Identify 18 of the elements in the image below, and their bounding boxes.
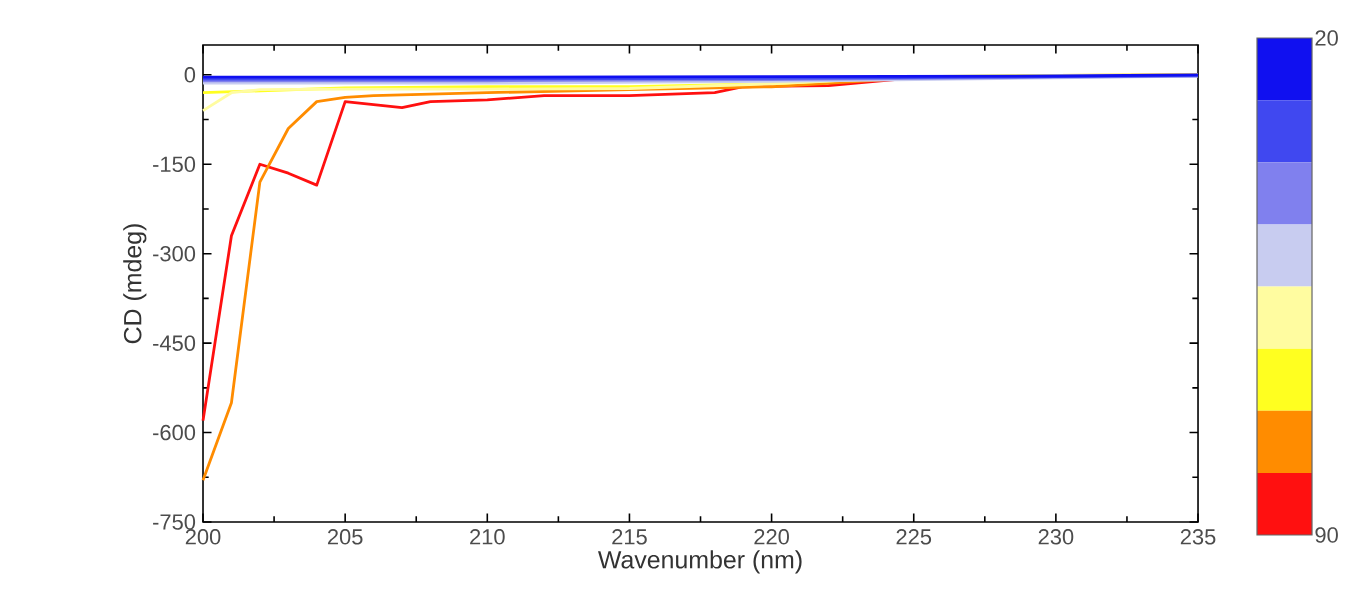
x-tick-label: 205 [327,529,363,545]
color-bar-label: 20 [1315,30,1338,46]
y-tick-label: -300 [153,245,196,262]
x-tick-label: 220 [754,529,789,545]
x-tick-label: 210 [470,529,505,545]
x-tick-label: 215 [612,529,647,545]
y-tick-label: -450 [153,335,196,351]
color-bar-label: 90 [1315,527,1338,543]
y-axis-title: CD (mdeg) [123,224,147,344]
y-tick-label: -750 [153,514,196,530]
y-tick-label: 0 [184,67,196,83]
y-tick-label: -600 [153,424,196,441]
x-tick-label: 235 [1180,529,1216,545]
x-axis-title: Wavenumber (nm) [597,550,802,574]
x-tick-label: 225 [896,529,932,545]
x-tick-label: 200 [185,529,221,545]
x-tick-label: 230 [1038,529,1074,545]
y-tick-label: -150 [153,156,196,173]
